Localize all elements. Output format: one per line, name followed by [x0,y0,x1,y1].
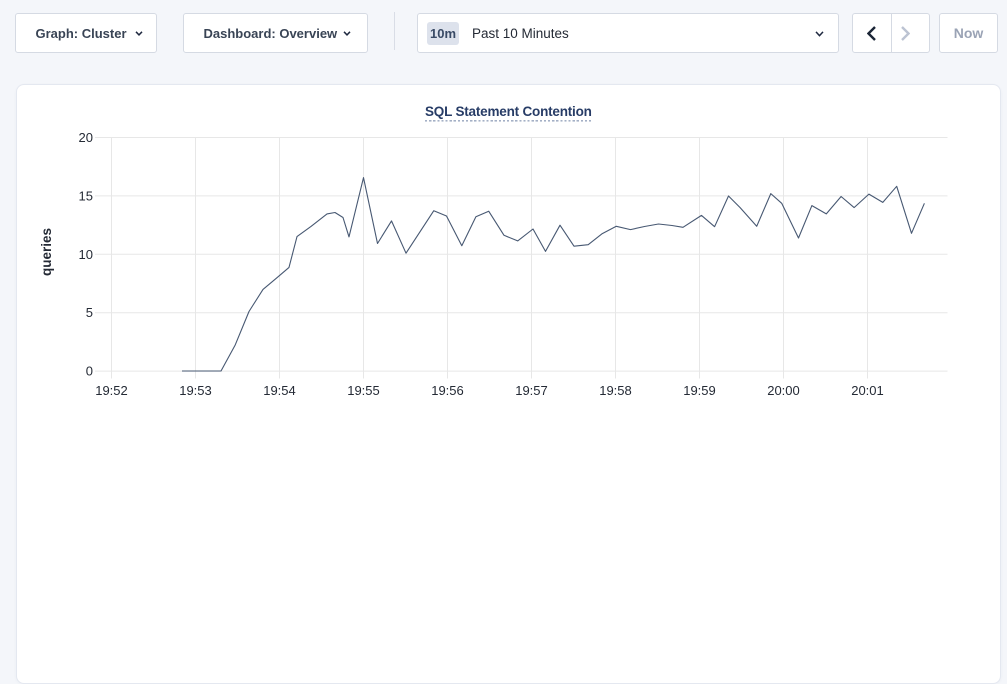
svg-text:20: 20 [79,130,93,145]
svg-text:0: 0 [86,364,93,379]
svg-text:19:55: 19:55 [347,383,380,398]
svg-text:19:56: 19:56 [431,383,464,398]
svg-text:19:53: 19:53 [179,383,212,398]
svg-text:20:01: 20:01 [851,383,884,398]
svg-text:queries: queries [39,228,54,276]
svg-text:5: 5 [86,305,93,320]
svg-text:15: 15 [79,188,93,203]
svg-text:19:52: 19:52 [95,383,128,398]
svg-text:19:58: 19:58 [599,383,632,398]
svg-text:20:00: 20:00 [767,383,800,398]
svg-text:10: 10 [79,247,93,262]
svg-text:19:59: 19:59 [683,383,716,398]
svg-text:19:57: 19:57 [515,383,548,398]
svg-text:19:54: 19:54 [263,383,296,398]
